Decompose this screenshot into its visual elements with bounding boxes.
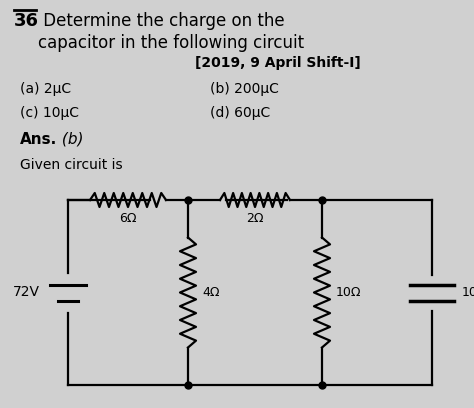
Text: 36: 36 [14,12,39,30]
Text: [2019, 9 April Shift-I]: [2019, 9 April Shift-I] [195,56,361,70]
Text: (c) 10μC: (c) 10μC [20,106,79,120]
Text: 72V: 72V [13,286,40,299]
Text: 10μF: 10μF [462,286,474,299]
Text: (d) 60μC: (d) 60μC [210,106,270,120]
Text: 10Ω: 10Ω [336,286,362,299]
Text: 2Ω: 2Ω [246,212,264,225]
Text: capacitor in the following circuit: capacitor in the following circuit [38,34,304,52]
Text: 4Ω: 4Ω [202,286,219,299]
Text: (b) 200μC: (b) 200μC [210,82,279,96]
Text: (b): (b) [57,132,83,147]
Text: (a) 2μC: (a) 2μC [20,82,71,96]
Text: 6Ω: 6Ω [119,212,137,225]
Text: Determine the charge on the: Determine the charge on the [38,12,284,30]
Text: Ans.: Ans. [20,132,57,147]
Text: Given circuit is: Given circuit is [20,158,123,172]
